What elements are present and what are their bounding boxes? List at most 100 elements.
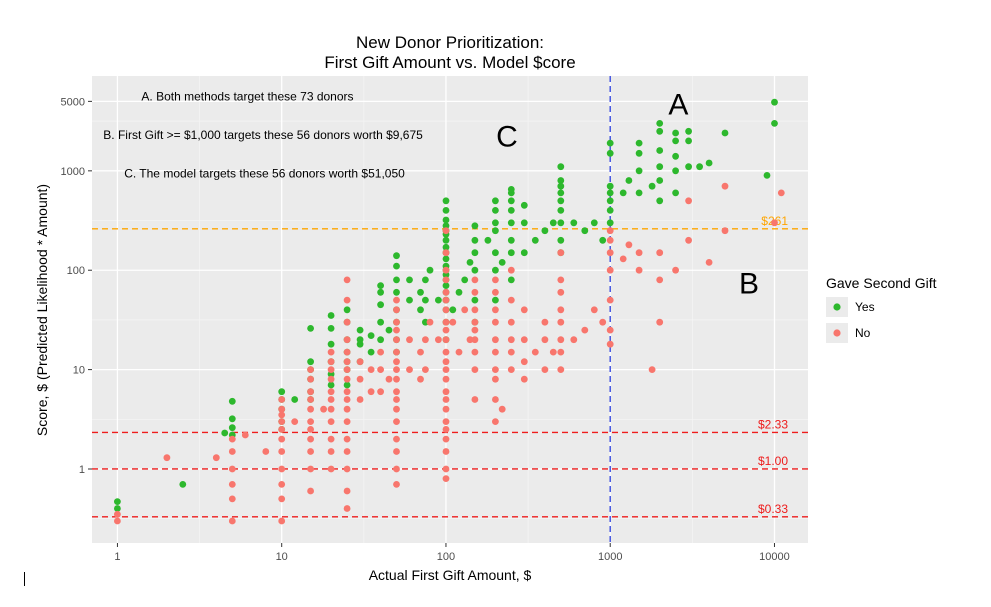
point-no — [377, 366, 384, 373]
point-no — [442, 396, 450, 403]
point-yes — [507, 219, 515, 227]
point-yes — [672, 137, 679, 145]
point-no — [442, 375, 450, 383]
point-no — [492, 276, 499, 284]
point-no — [442, 318, 450, 326]
point-yes — [221, 429, 229, 437]
point-yes — [549, 219, 557, 227]
data-points — [114, 98, 785, 525]
point-yes — [471, 222, 479, 230]
point-yes — [417, 288, 424, 296]
point-yes — [393, 276, 400, 284]
point-yes — [228, 424, 236, 432]
point-yes — [471, 249, 479, 257]
point-no — [777, 189, 785, 197]
point-yes — [367, 332, 375, 339]
axis-ticks: 1 10 100 1000 10000 1 10 100 1000 5000 — [61, 96, 790, 563]
point-no — [557, 348, 565, 356]
point-no — [327, 375, 335, 383]
point-yes — [442, 255, 450, 263]
point-yes — [442, 282, 450, 289]
annotation-c: C. The model targets these 56 donors wor… — [124, 166, 405, 180]
point-no — [343, 375, 351, 383]
point-yes — [599, 236, 607, 244]
point-yes — [327, 340, 335, 348]
point-yes — [606, 189, 614, 197]
point-yes — [492, 249, 499, 257]
point-yes — [635, 189, 643, 197]
point-no — [442, 249, 450, 257]
point-no — [520, 306, 528, 314]
point-no — [705, 259, 713, 266]
point-yes — [520, 219, 528, 227]
point-no — [685, 197, 692, 205]
point-yes — [557, 207, 565, 214]
point-no — [367, 366, 375, 373]
point-no — [492, 306, 499, 314]
point-no — [606, 266, 614, 274]
point-yes — [507, 236, 515, 244]
point-no — [656, 276, 664, 284]
annotation-a: A. Both methods target these 73 donors — [141, 90, 353, 104]
point-no — [442, 388, 450, 396]
point-yes — [492, 266, 499, 274]
point-no — [278, 517, 286, 525]
point-no — [327, 358, 335, 366]
chart-title-line-2: First Gift Amount vs. Model $core — [324, 53, 575, 72]
point-no — [327, 366, 335, 373]
point-yes — [377, 288, 384, 296]
point-no — [307, 366, 314, 373]
annotation-b: B. First Gift >= $1,000 targets these 56… — [103, 128, 423, 142]
point-yes — [377, 318, 384, 326]
point-no — [685, 236, 692, 244]
point-yes — [422, 296, 429, 304]
point-no — [520, 375, 528, 383]
point-no — [471, 348, 479, 356]
x-tick-label: 1 — [114, 551, 120, 563]
point-yes — [179, 481, 187, 488]
point-yes — [377, 301, 384, 309]
point-no — [343, 418, 351, 425]
point-no — [307, 465, 314, 473]
point-no — [442, 296, 450, 304]
y-tick-label: 10 — [73, 365, 85, 377]
point-yes — [417, 306, 424, 314]
point-no — [442, 366, 450, 373]
point-no — [278, 481, 286, 488]
point-no — [417, 375, 424, 383]
point-no — [307, 426, 314, 433]
point-yes — [426, 266, 434, 274]
point-no — [471, 276, 479, 284]
point-no — [426, 318, 434, 326]
point-yes — [656, 177, 664, 184]
point-yes — [228, 397, 236, 405]
point-yes — [771, 98, 778, 106]
chart-title-line-1: New Donor Prioritization: — [356, 33, 544, 52]
point-no — [307, 435, 314, 443]
point-yes — [606, 207, 614, 214]
point-no — [471, 288, 479, 296]
point-no — [307, 487, 314, 495]
point-yes — [492, 207, 499, 214]
point-no — [507, 318, 515, 326]
point-no — [557, 336, 565, 344]
ref-line-label: $0.33 — [758, 502, 788, 516]
point-no — [393, 326, 400, 334]
point-no — [417, 348, 424, 356]
point-yes — [763, 172, 771, 179]
point-no — [619, 255, 627, 263]
point-no — [228, 465, 236, 473]
point-yes — [484, 236, 492, 244]
point-no — [492, 418, 499, 425]
point-yes — [377, 336, 384, 344]
point-no — [327, 348, 335, 356]
point-yes — [327, 381, 335, 389]
point-no — [442, 227, 450, 235]
point-no — [327, 405, 335, 413]
y-tick-label: 1 — [79, 464, 85, 476]
y-tick-label: 5000 — [61, 96, 85, 108]
point-no — [393, 465, 400, 473]
point-no — [492, 396, 499, 403]
point-yes — [455, 288, 463, 296]
point-yes — [442, 197, 450, 205]
